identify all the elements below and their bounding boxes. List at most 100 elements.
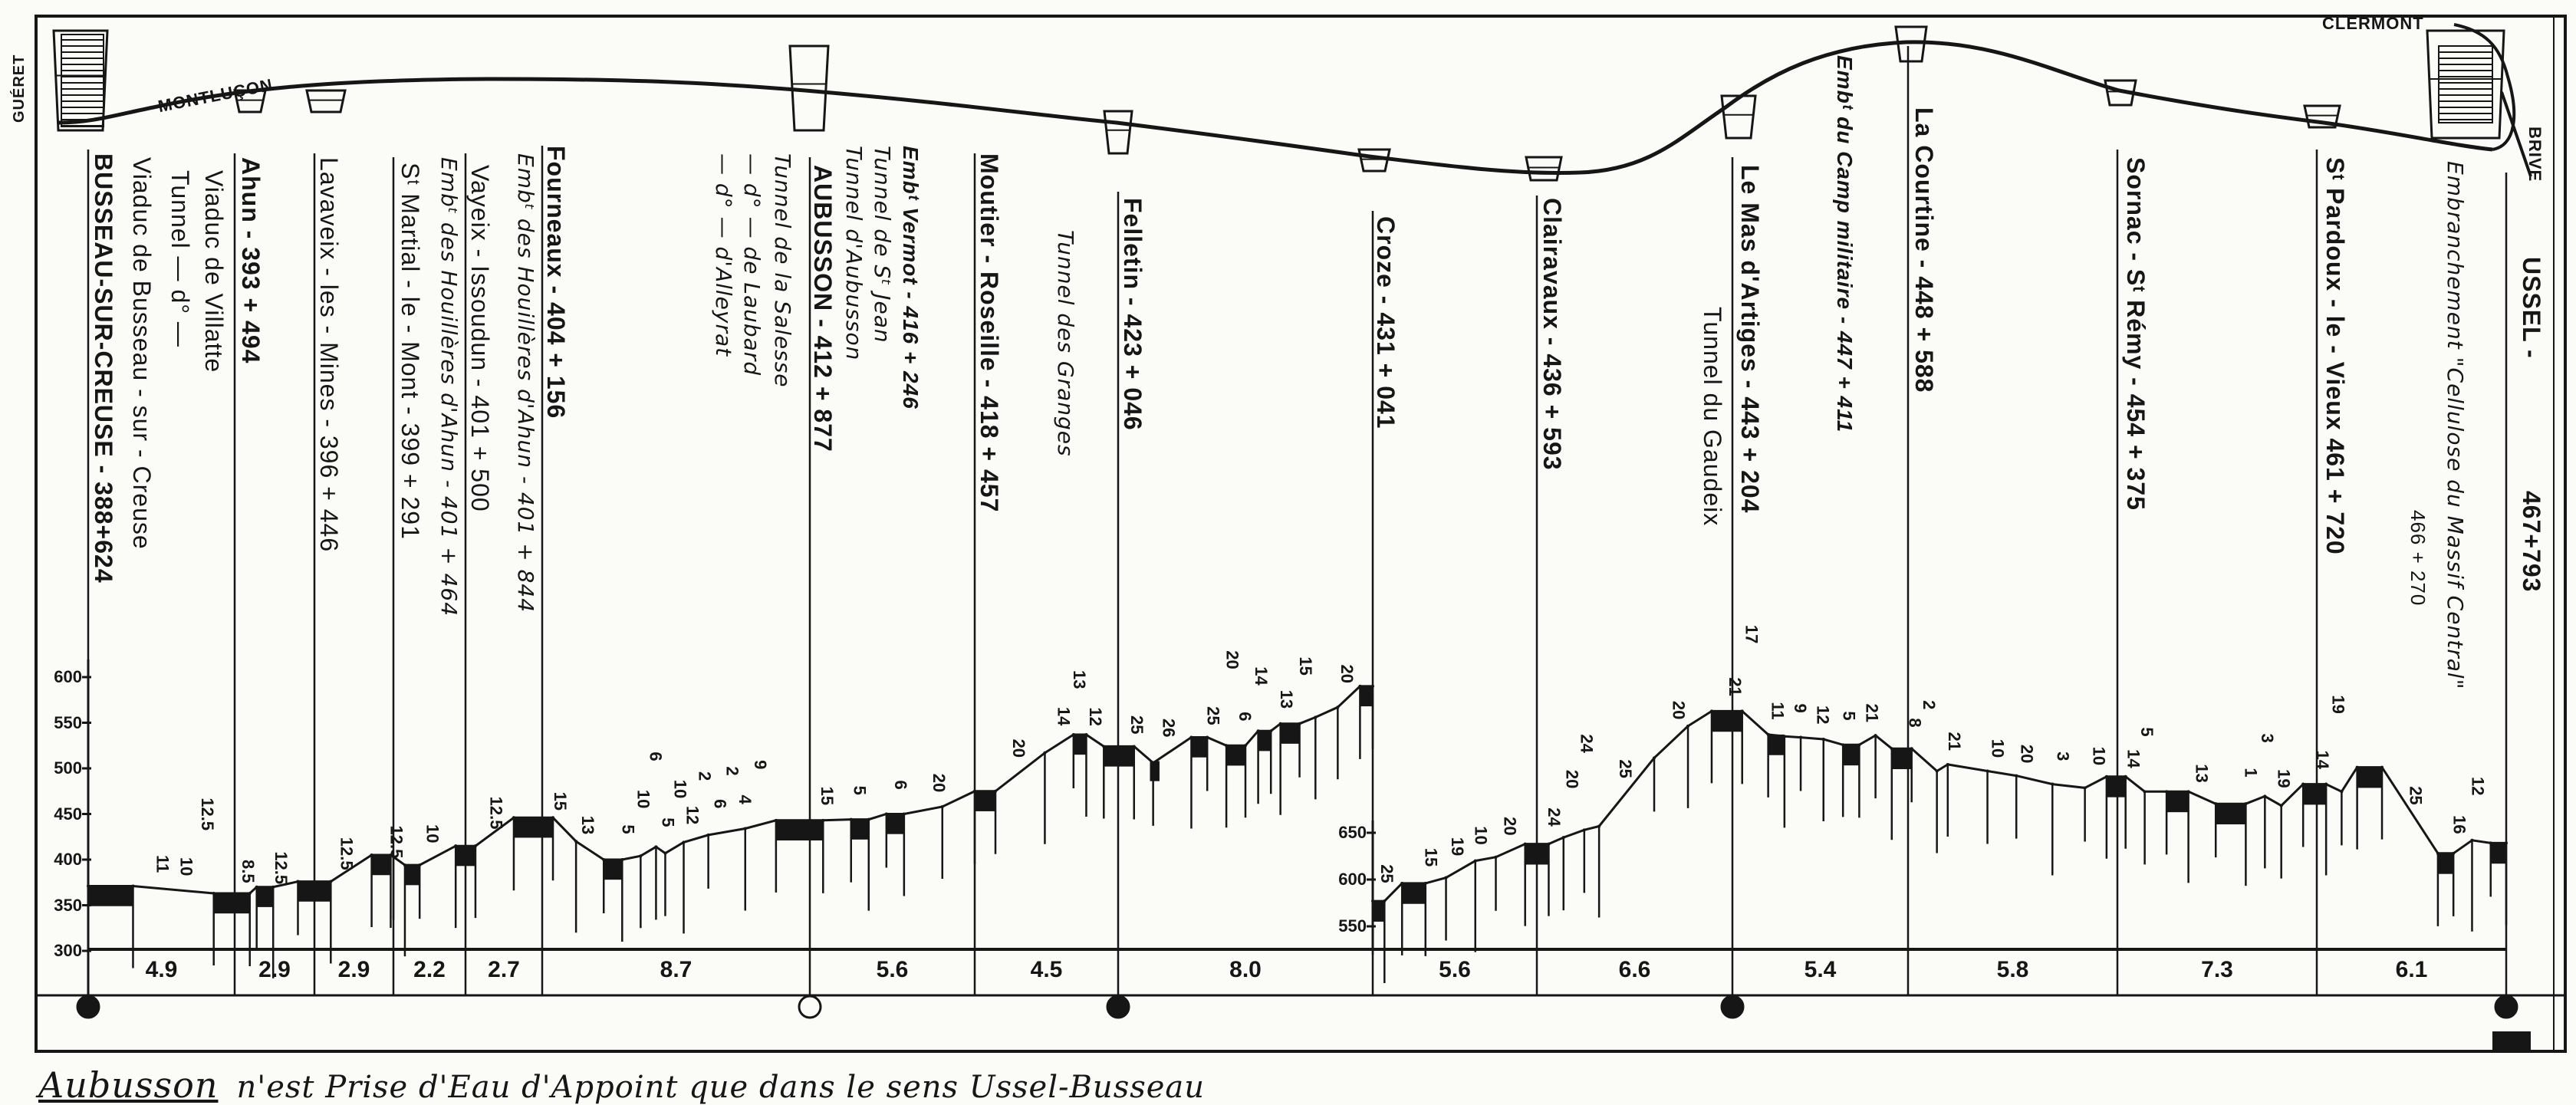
gradient-label: 13 (2192, 764, 2211, 782)
water-point-filled-icon (2494, 995, 2518, 1019)
gradient-label: 12.5 (387, 825, 406, 858)
axis-tick-label: 400 (54, 850, 82, 869)
station-platform-block (1104, 746, 1134, 767)
profile-point (1523, 842, 1527, 846)
segment-distance: 8.7 (660, 957, 693, 982)
gradient-label: 24 (1578, 734, 1597, 753)
profile-point (973, 789, 976, 793)
station-platform-block (2166, 791, 2189, 813)
station-label: Vayeix - Issoudun - 401 + 500 (466, 165, 494, 512)
water-point-filled-icon (1106, 995, 1130, 1019)
gradient-label: 20 (1337, 665, 1357, 683)
profile-point (1582, 828, 1586, 832)
profile-point (2186, 790, 2190, 794)
segment-distance: 2.2 (413, 957, 446, 982)
gradient-label: 20 (2017, 745, 2036, 763)
gradient-label: 5 (850, 786, 869, 795)
station-label: BUSSEAU-SUR-CREUSE - 388+624 (90, 153, 117, 584)
gradient-label: 10 (1989, 739, 2008, 758)
station-platform-block (1843, 745, 1860, 766)
segment-distance: 4.9 (145, 957, 178, 982)
building-croze (1357, 148, 1391, 173)
gradient-label: 12.5 (271, 851, 291, 884)
station-hatch-ussel (2438, 45, 2493, 123)
profile-point (1278, 722, 1282, 725)
gradient-label: 15 (818, 787, 837, 805)
gradient-label: 8 (1905, 718, 1924, 727)
profile-point (2244, 802, 2248, 806)
gradient-label: 5 (618, 824, 637, 834)
building-st-pardoux (2303, 104, 2341, 129)
station-platform-block (2106, 776, 2126, 798)
station-label: Lavaveix - les - Mines - 396 + 446 (315, 157, 343, 553)
terminal-marker (2492, 1031, 2531, 1051)
profile-point (1946, 762, 1949, 766)
gradient-label: 20 (1009, 739, 1028, 758)
station-platform-block (88, 886, 133, 906)
segment-distance: 8.0 (1229, 957, 1262, 982)
profile-point (370, 853, 373, 857)
profile-point (1910, 747, 1913, 751)
profile-point (743, 827, 747, 830)
station-platform-block (1891, 748, 1912, 770)
axis-tick-label: 550 (54, 712, 82, 732)
gradient-label: 1 (2242, 768, 2261, 777)
station-label: Ahun - 393 + 494 (237, 157, 265, 364)
profile-point (551, 816, 555, 820)
profile-point (2051, 782, 2055, 786)
profile-point (1043, 751, 1047, 755)
gradient-label: 15 (1421, 848, 1440, 867)
track-branch-brive (2500, 91, 2532, 177)
profile-point (255, 885, 258, 889)
destination-gueret: GUÉRET (11, 54, 28, 123)
segment-distance: 4.5 (1030, 957, 1063, 982)
gradient-label: 13 (578, 816, 597, 834)
gradient-label: 26 (1159, 719, 1178, 737)
station-platform-block (850, 819, 869, 840)
gradient-label: 12 (683, 806, 702, 824)
profile-point (296, 880, 300, 883)
station-platform-block (975, 791, 996, 811)
station-platform-block (604, 860, 623, 880)
profile-point (1935, 769, 1939, 773)
profile-point (2301, 782, 2305, 786)
station-label: 467+793 (2518, 491, 2545, 593)
gradient-label: 25 (1204, 706, 1223, 725)
station-platform-block (1525, 844, 1549, 865)
axis-tick-label: 300 (54, 941, 82, 960)
profile-point (774, 818, 778, 822)
gradient-label: 15 (551, 792, 570, 811)
segment-distance: 7.3 (2201, 957, 2233, 982)
station-platform-block (2216, 804, 2246, 825)
profile-point (2083, 786, 2087, 790)
profile-point (1857, 743, 1861, 747)
station-platform-block (513, 817, 554, 838)
axis-tick-label: 650 (1338, 823, 1367, 842)
profile-point (248, 892, 252, 896)
profile-point (1423, 881, 1427, 885)
segment-distance: 2.9 (337, 957, 370, 982)
station-platform-block (1768, 734, 1785, 755)
profile-point (1985, 769, 1989, 773)
segment-distance: 5.6 (876, 957, 909, 982)
station-platform-block (1191, 737, 1208, 758)
station-platform-block (213, 893, 250, 914)
station-label: AUBUSSON - 412 + 877 (809, 165, 837, 452)
gradient-label: 10 (671, 780, 690, 798)
profile-point (940, 804, 944, 808)
water-point-filled-icon (76, 995, 100, 1019)
destination-clermont: CLERMONT (2322, 14, 2424, 33)
segment-distance: 5.8 (1996, 957, 2029, 982)
gradient-label: 10 (633, 790, 653, 808)
axis-tick-label: 600 (1338, 870, 1367, 889)
station-label: Embᵗ des Houillères d'Ahun - 401 + 464 (436, 157, 462, 617)
gradient-label: 12 (1086, 707, 1105, 725)
station-platform-block (1073, 734, 1087, 755)
gradient-label: 9 (751, 760, 770, 769)
profile-point (2380, 765, 2384, 769)
station-label: Clairavaux - 436 + 593 (1538, 198, 1566, 471)
water-point-open-icon (798, 995, 822, 1019)
gradient-label: 15 (1296, 656, 1315, 675)
profile-point (87, 884, 90, 888)
